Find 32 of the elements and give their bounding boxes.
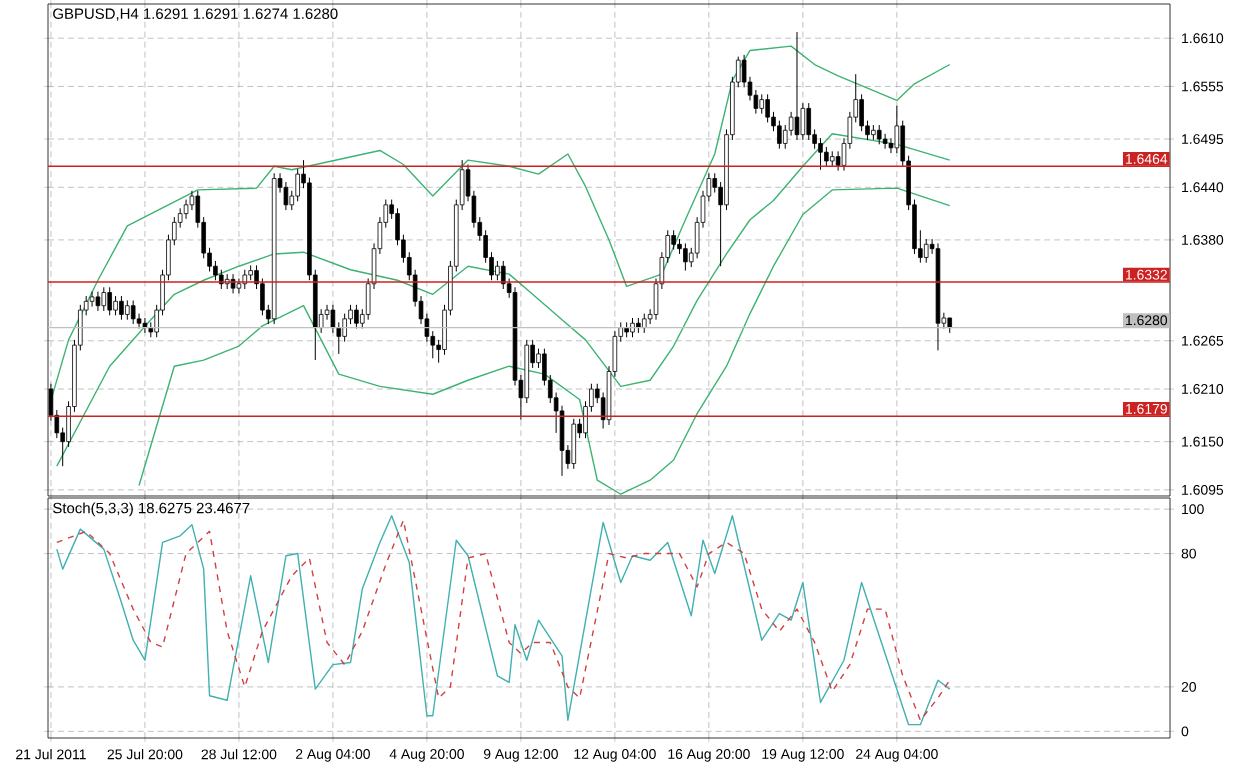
- candlestick: [295, 168, 300, 202]
- candlestick: [95, 291, 101, 312]
- candlestick: [882, 133, 888, 150]
- candlestick: [183, 199, 189, 220]
- candlestick: [113, 295, 118, 316]
- candlestick: [923, 238, 929, 264]
- candlestick: [777, 120, 782, 150]
- candlestick: [818, 137, 823, 171]
- candlestick: [641, 313, 647, 334]
- candlestick: [495, 260, 500, 281]
- candlestick: [125, 299, 130, 321]
- candlestick: [671, 229, 676, 251]
- candlestick: [283, 181, 289, 211]
- candlestick: [130, 299, 136, 325]
- candlestick: [759, 93, 765, 115]
- candlestick: [794, 31, 800, 141]
- candlestick: [101, 286, 107, 312]
- candlestick: [107, 286, 112, 316]
- candlestick: [500, 260, 506, 290]
- candlestick: [894, 105, 900, 154]
- candlestick: [630, 317, 635, 338]
- candlestick: [571, 418, 577, 470]
- line-series: [138, 187, 951, 495]
- candlestick: [765, 93, 770, 123]
- candlestick: [119, 295, 124, 321]
- candlestick: [824, 146, 829, 167]
- candlestick: [683, 242, 688, 272]
- candlestick: [89, 291, 95, 308]
- candlestick: [354, 304, 359, 329]
- candlestick: [806, 102, 812, 141]
- candlestick: [876, 124, 882, 145]
- candlestick: [835, 150, 841, 172]
